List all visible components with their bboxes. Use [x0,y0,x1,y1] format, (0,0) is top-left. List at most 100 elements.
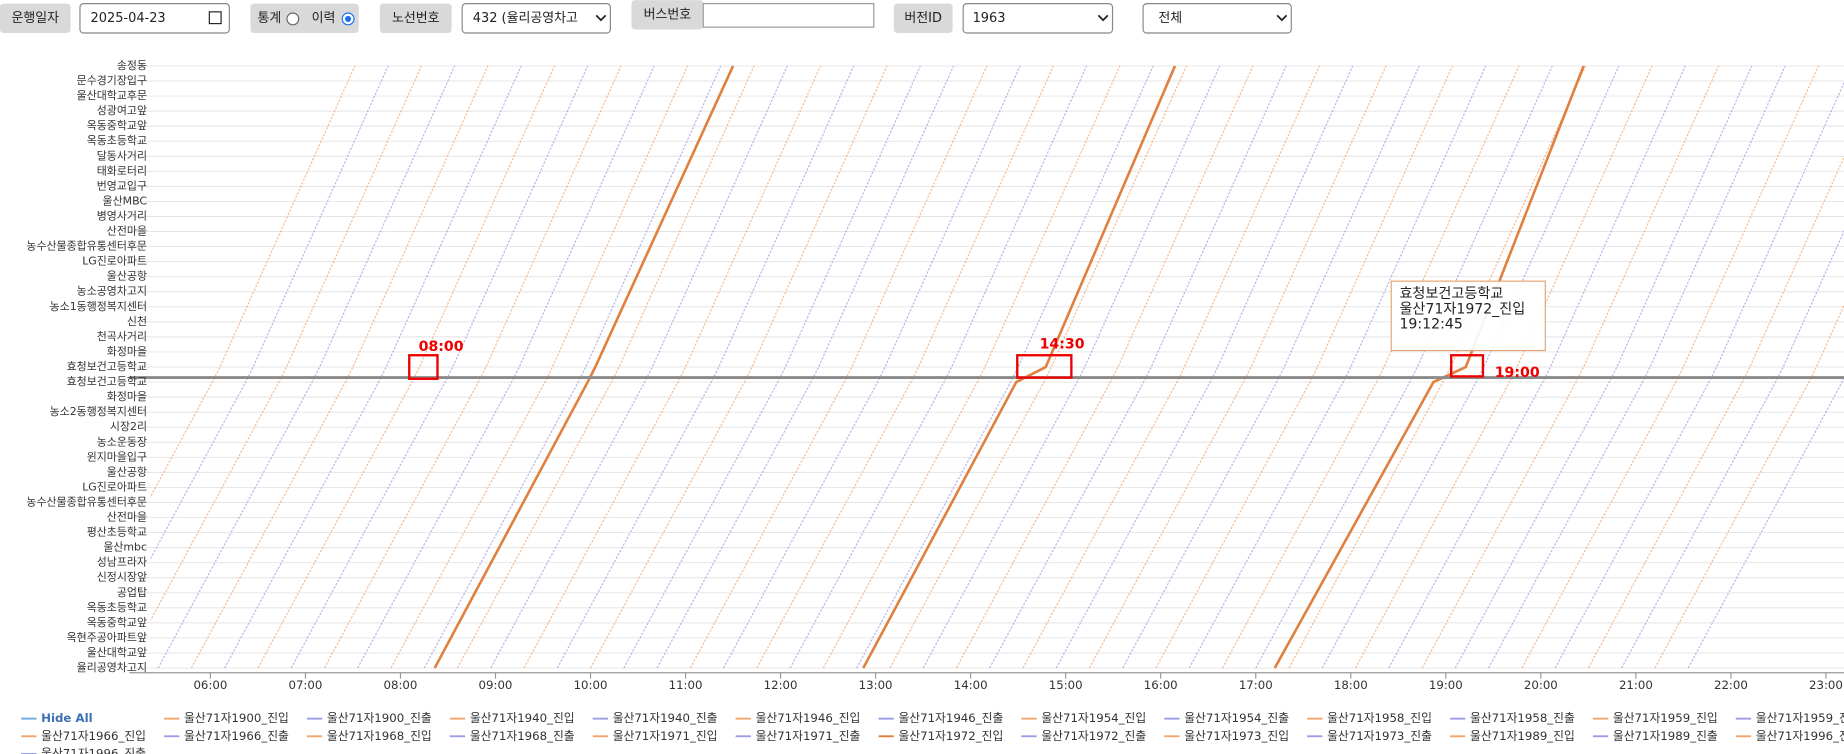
trip-line [357,65,1487,669]
mode-box [250,3,359,34]
chevron [595,14,607,22]
route-select[interactable] [461,3,611,34]
label-box [631,0,704,30]
x-tick-label: 11:00 [669,678,703,692]
trip-line [556,65,1686,669]
label-box [893,3,953,34]
trip-line [490,65,1620,669]
trip-line [323,65,1454,669]
y-tick-label: 울산대학교앞 [87,646,147,659]
trip-line [390,65,1520,669]
y-tick-label: 화정마을 [107,390,147,403]
y-tick-label: LG진로아파트 [82,255,147,268]
y-tick-label: 농소공영차고지 [77,285,147,298]
version-label: 버전ID [904,11,942,26]
y-tick-label: 평산초등학교 [87,526,147,539]
bus-label: 버스번호 [644,7,692,22]
y-tick-label: 송정동 [117,59,147,72]
legend-label[interactable]: Hide All [41,711,92,725]
legend-label[interactable]: 울산71자1996_진입 [1756,729,1844,743]
legend-label[interactable]: 울산71자1971_진입 [613,729,718,743]
legend-label[interactable]: 울산71자1968_진출 [470,729,575,743]
stat-radio[interactable] [286,12,300,26]
legend-label[interactable]: 울산71자1989_진입 [1470,729,1575,743]
tooltip-line: 19:12:45 [1399,317,1462,333]
x-tick-label: 09:00 [479,678,513,692]
trip-line [150,65,1221,669]
date-input[interactable] [79,3,230,34]
legend-label[interactable]: 울산71자1900_진입 [184,711,289,725]
legend: Hide All 울산71자1900_진입 울산71자1900_진출 울산71자194… [21,711,1844,754]
legend-label[interactable]: 울산71자1900_진출 [327,711,432,725]
legend-label[interactable]: 울산71자1966_진입 [41,729,146,743]
legend-label[interactable]: 울산71자1940_진출 [613,711,718,725]
tooltip-line: 효청보건고등학교 [1399,286,1503,302]
history-label: 이력 [312,11,336,26]
legend-label[interactable]: 울산71자1958_진입 [1327,711,1432,725]
x-tick-label: 08:00 [384,678,418,692]
y-tick-label: 울산공항 [107,270,147,283]
bus-input[interactable] [702,3,875,28]
legend-label[interactable]: 울산71자1959_진입 [1613,711,1718,725]
legend-label[interactable]: 울산71자1996_진출 [41,746,146,754]
y-tick-label: 신천 [127,314,147,328]
date-label: 운행일자 [11,10,59,26]
legend-label[interactable]: 울산71자1946_진출 [898,711,1003,725]
trip-line [856,65,1844,669]
trip-line [257,65,1387,669]
legend-label[interactable]: 울산71자1940_진입 [470,711,575,725]
x-tick-label: 20:00 [1524,678,1558,692]
y-tick-label: 울산공항 [107,465,147,478]
legend-label[interactable]: 울산71자1954_진입 [1041,711,1146,725]
y-tick-label: 울산mbc [103,541,147,554]
tooltip-box [1390,280,1546,352]
x-tick-label: 16:00 [1144,678,1178,692]
y-tick-label: 성남프라자 [97,556,147,569]
chevron [1097,14,1109,22]
legend-label[interactable]: 울산71자1954_진출 [1184,711,1289,725]
axes: 송정동문수경기장입구울산대학교후문성광여고앞옥동중학교앞옥동초등학교달동사거리태… [26,59,1844,692]
legend-label[interactable]: 울산71자1971_진출 [756,729,861,743]
legend-label[interactable]: 울산71자1959_진출 [1756,711,1844,725]
trip-line [590,65,1720,669]
legend-label[interactable]: 울산71자1966_진출 [184,729,289,743]
annotation-text: 19:00 [1495,365,1540,381]
annotation-text: 14:30 [1040,337,1085,353]
legend-label[interactable]: 울산71자1958_진출 [1470,711,1575,725]
stat-label: 통계 [258,11,282,26]
trip-line [150,65,1254,669]
legend-label[interactable]: 울산71자1972_진출 [1041,729,1146,743]
y-tick-label: 화정마을 [107,345,147,358]
legend-label[interactable]: 울산71자1989_진출 [1613,729,1718,743]
calendar-icon[interactable] [208,11,222,25]
route-label: 노선번호 [392,11,440,26]
legend-label[interactable]: 울산71자1946_진입 [756,711,861,725]
version-value: 1963 [973,11,1006,26]
legend-label[interactable]: 울산71자1973_진입 [1184,729,1289,743]
trip-line [656,65,1786,669]
legend-label[interactable]: 울산71자1972_진입 [898,729,1003,743]
control-bar: 운행일자 2025-04-23 통계 이력 노선번호 432 (율리공영차고 버… [0,0,1292,34]
y-tick-label: 번영교입구 [97,179,147,192]
y-tick-label: 윈지마을입구 [87,449,147,463]
version-select[interactable] [962,3,1114,34]
trip-line [623,65,1753,669]
legend-label[interactable]: 울산71자1968_진입 [327,729,432,743]
y-tick-label: 효청보건고등학교 [67,375,147,388]
trip-line [224,65,1354,669]
y-tick-label: 시장2리 [110,420,147,433]
history-radio-dot [345,15,352,22]
annotations: 08:00 14:30 19:00 [408,337,1540,381]
legend-label[interactable]: 울산71자1973_진출 [1327,729,1432,743]
y-tick-label: 울산MBC [103,194,148,207]
y-tick-label: LG진로아파트 [82,480,147,493]
x-tick-label: 17:00 [1239,678,1273,692]
x-tick-label: 19:00 [1429,678,1463,692]
y-tick-label: 산전마을 [107,225,147,238]
x-tick-label: 22:00 [1714,678,1748,692]
x-tick-label: 12:00 [764,678,798,692]
filter-select[interactable] [1142,3,1292,34]
annotation-box [408,354,439,380]
